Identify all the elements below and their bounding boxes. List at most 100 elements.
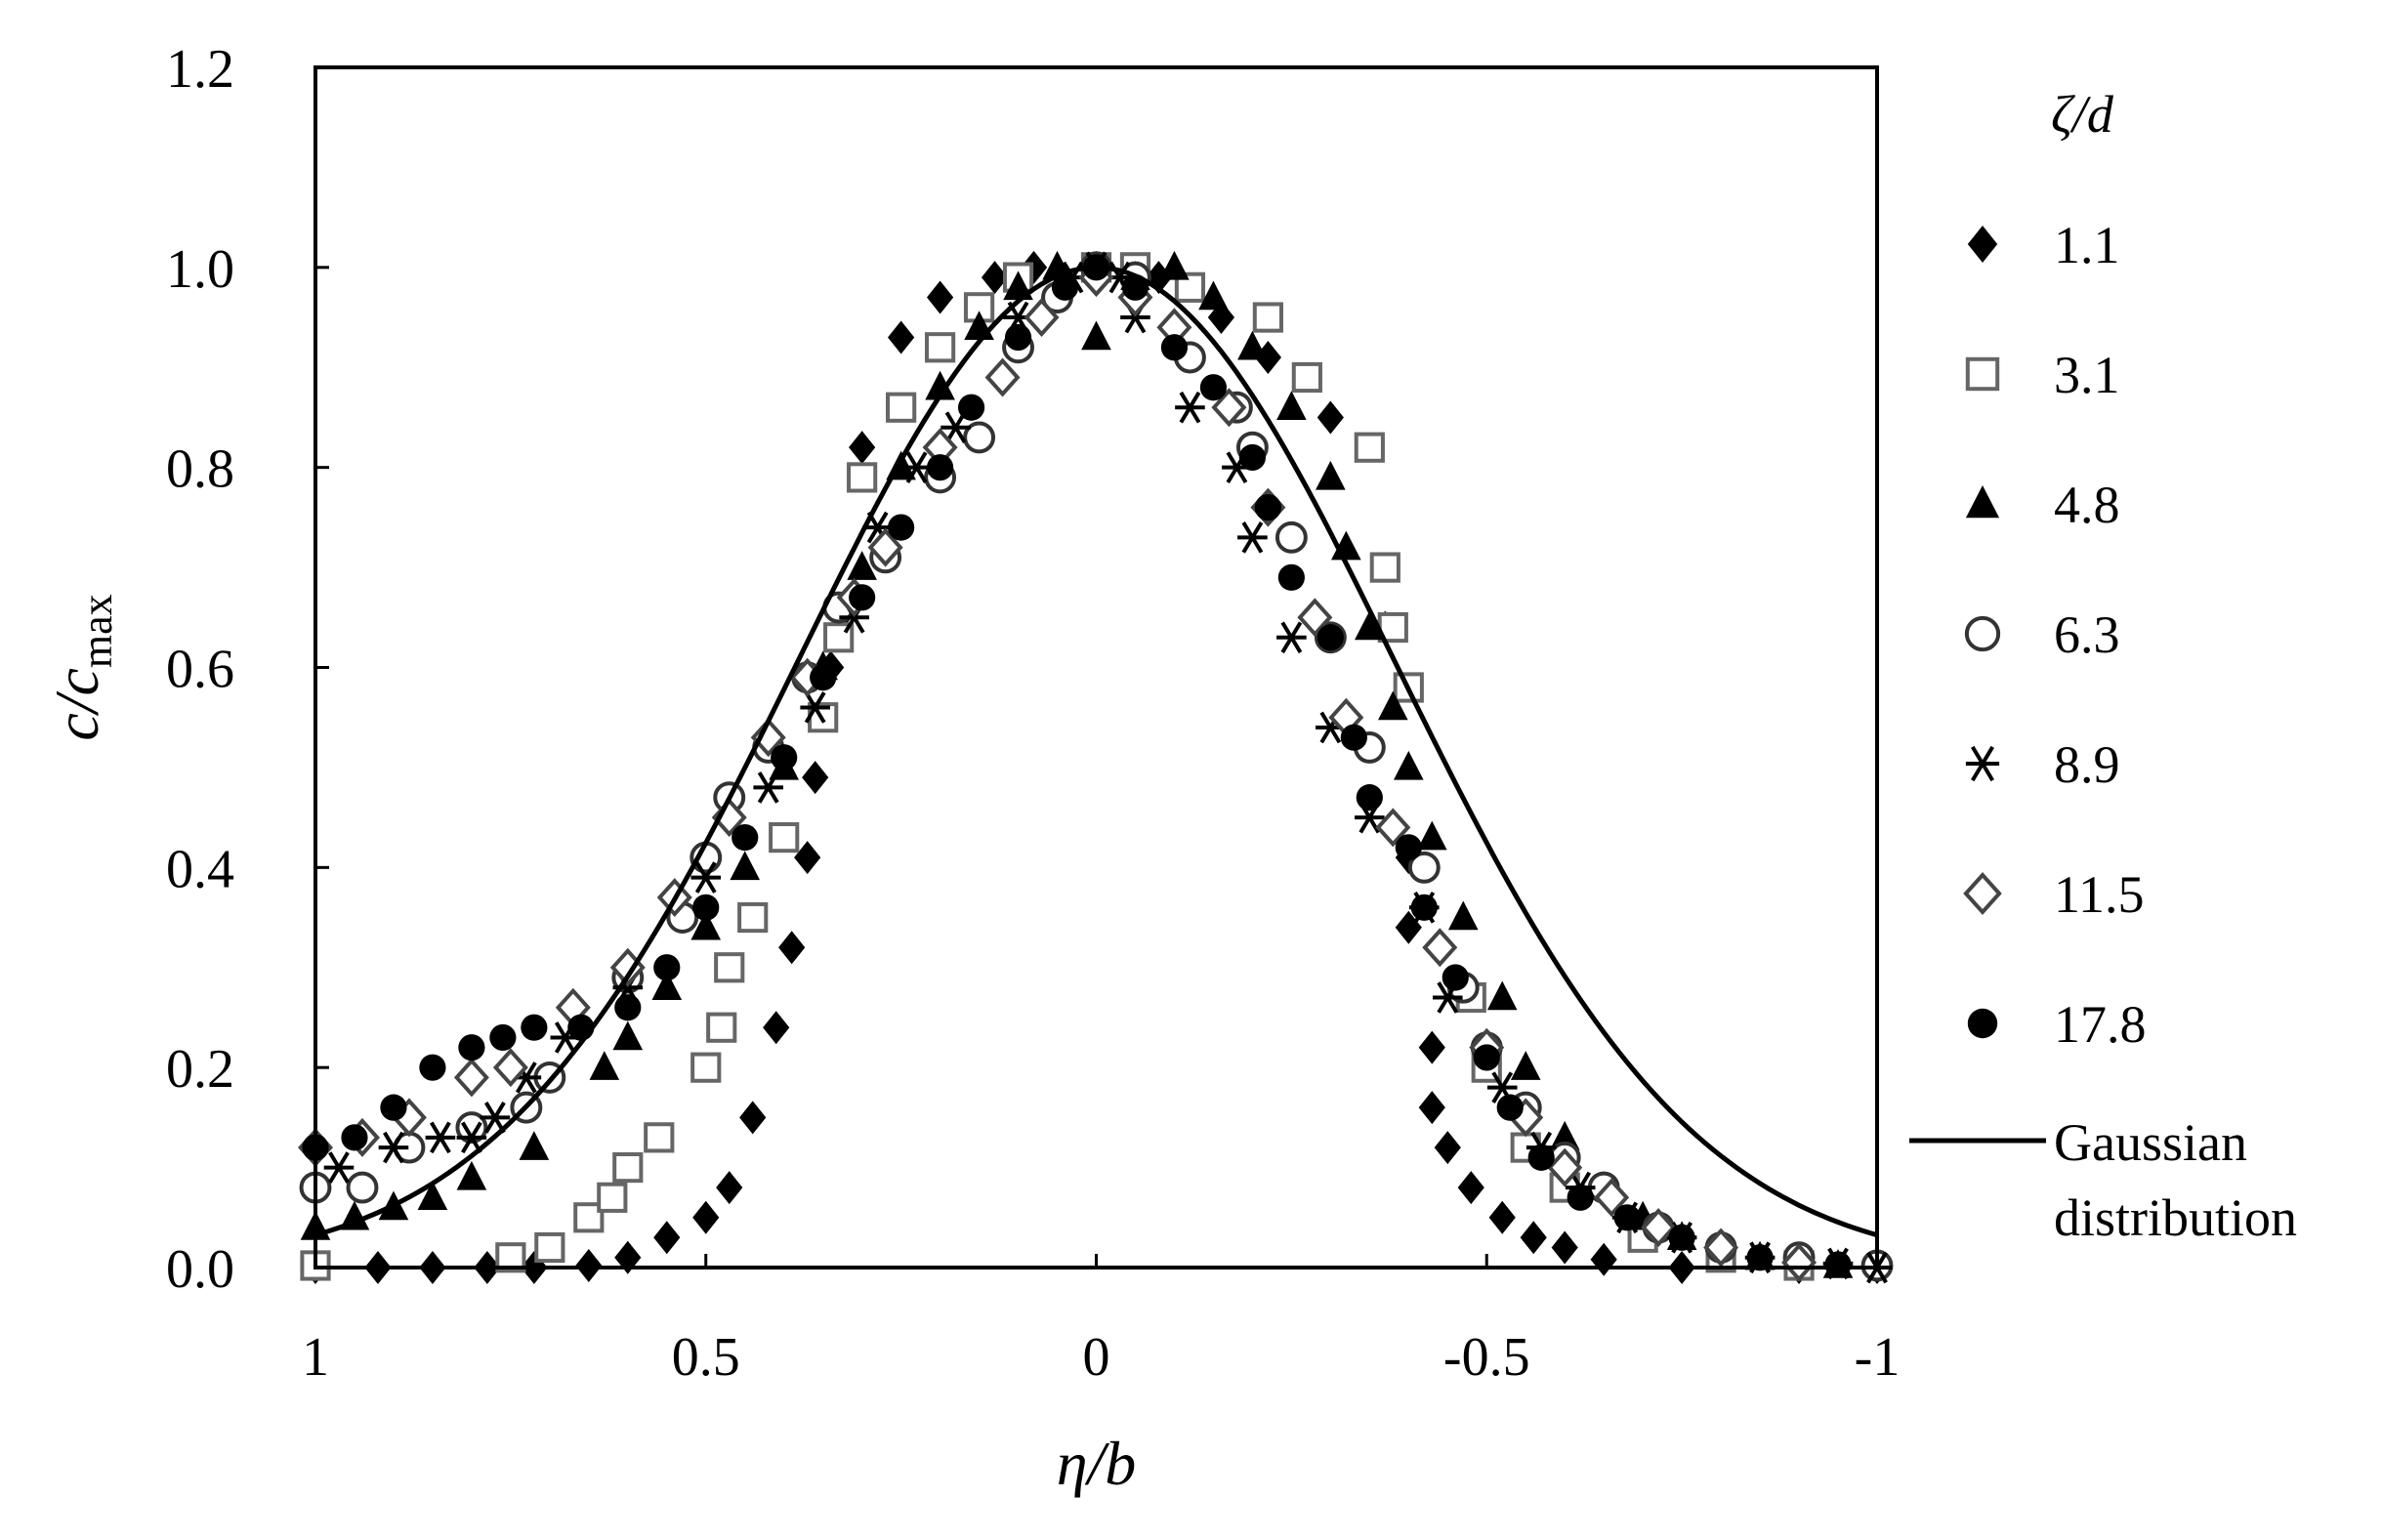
point-diamond-open — [453, 1058, 489, 1098]
point-circle-filled — [1824, 1251, 1852, 1278]
point-circle-filled — [1967, 1008, 1998, 1039]
point-star — [1276, 621, 1307, 654]
point-circle-filled — [1442, 964, 1469, 991]
point-star — [1965, 745, 2000, 782]
point-star — [378, 1131, 409, 1164]
point-star — [480, 1102, 511, 1134]
point-triangle-filled — [925, 370, 955, 400]
point-diamond-open — [1024, 298, 1060, 338]
point-diamond-open — [984, 357, 1021, 397]
point-circle-filled — [1496, 1094, 1524, 1121]
point-circle-filled — [489, 1023, 517, 1052]
point-circle-filled — [1613, 1204, 1641, 1231]
point-circle-open — [963, 421, 996, 454]
point-circle-open — [346, 1171, 379, 1204]
point-circle-filled — [614, 994, 642, 1021]
point-diamond-filled — [1418, 1091, 1445, 1125]
point-star — [1175, 391, 1205, 424]
x-tick-label: -1 — [1855, 1327, 1901, 1388]
point-square-open — [925, 332, 956, 363]
point-triangle-filled — [456, 1160, 487, 1190]
point-circle-filled — [1004, 323, 1032, 352]
point-star — [690, 861, 722, 894]
point-circle-open — [455, 1111, 488, 1145]
point-diamond-filled — [1434, 1131, 1461, 1165]
x-tick-label: 0.5 — [672, 1327, 740, 1388]
gaussian-curve — [314, 265, 1878, 1238]
point-triangle-filled — [1549, 1120, 1580, 1150]
point-circle-filled — [1238, 443, 1266, 472]
point-star — [323, 1151, 355, 1184]
point-star — [940, 411, 971, 444]
point-diamond-filled — [692, 1200, 720, 1234]
point-circle-filled — [1668, 1224, 1695, 1251]
point-triangle-filled — [1486, 980, 1518, 1011]
point-triangle-filled — [1355, 610, 1385, 641]
legend-item-gaussian: Gaussian distribution — [1909, 1113, 2297, 1247]
legend-label: 3.1 — [2054, 346, 2120, 404]
y-axis-label: c/cmax — [42, 594, 121, 740]
point-circle-filled — [1473, 1044, 1500, 1071]
point-triangle-filled — [730, 851, 761, 881]
point-circle-open — [1275, 520, 1308, 554]
point-square-open — [597, 1182, 628, 1213]
y-tick-label: 1.0 — [166, 239, 234, 300]
point-diamond-filled — [1457, 1171, 1484, 1205]
point-diamond-filled — [1488, 1200, 1516, 1234]
point-diamond-filled — [716, 1171, 743, 1205]
point-square-open — [847, 462, 878, 493]
point-diamond-open — [1963, 872, 2002, 915]
point-diamond-filled — [802, 761, 829, 795]
point-circle-filled — [458, 1034, 485, 1061]
legend-item: 8.9 — [1965, 735, 2120, 794]
point-triangle-filled — [1198, 280, 1229, 311]
point-square-open — [1965, 356, 2000, 392]
point-circle-filled — [1254, 494, 1281, 521]
point-circle-filled — [419, 1054, 446, 1081]
point-diamond-open — [1375, 808, 1411, 848]
point-diamond-filled — [653, 1221, 681, 1255]
point-circle-filled — [1527, 1144, 1555, 1171]
point-circle-filled — [1356, 784, 1383, 812]
point-diamond-open — [1422, 928, 1458, 968]
legend-label: 11.5 — [2054, 865, 2145, 924]
point-diamond-open — [867, 527, 903, 567]
y-tick-label: 0.8 — [166, 439, 234, 500]
point-diamond-open — [711, 798, 747, 838]
point-circle-filled — [1199, 374, 1228, 401]
legend-label: 6.3 — [2054, 605, 2120, 664]
point-diamond-filled — [1316, 400, 1344, 435]
point-star — [901, 451, 932, 483]
point-triangle-filled — [1394, 750, 1424, 780]
point-square-open — [690, 1052, 722, 1083]
point-diamond-filled — [778, 931, 806, 965]
point-circle-filled — [341, 1124, 368, 1151]
legend: 1.1 3.1 4.8 6.3 8.9 11.5 17.8 — [1963, 216, 2147, 1054]
point-diamond-filled — [763, 1011, 790, 1045]
legend-item: 6.3 — [1964, 605, 2120, 664]
point-diamond-open — [1703, 1228, 1739, 1268]
point-circle-filled — [1567, 1184, 1594, 1211]
legend-item: 17.8 — [1967, 995, 2147, 1054]
point-triangle-filled — [1316, 460, 1346, 490]
y-tick-label: 0.2 — [166, 1039, 234, 1100]
y-tick-label: 0.6 — [166, 640, 234, 700]
point-square-open — [737, 901, 769, 934]
point-circle-filled — [849, 584, 876, 611]
point-circle-filled — [1277, 563, 1305, 591]
point-star — [425, 1121, 456, 1154]
point-triangle-filled — [1237, 330, 1268, 360]
legend-item: 3.1 — [1965, 346, 2120, 404]
point-circle-filled — [1160, 334, 1189, 361]
point-diamond-open — [750, 718, 786, 758]
data-markers — [298, 250, 1894, 1284]
point-star — [753, 771, 784, 804]
legend-label: 8.9 — [2054, 735, 2120, 794]
point-triangle-filled — [1276, 391, 1307, 420]
point-square-open — [534, 1231, 565, 1264]
point-triangle-filled — [519, 1131, 550, 1160]
point-triangle-filled — [1965, 485, 2000, 519]
point-square-open — [714, 952, 745, 983]
point-square-open — [644, 1122, 675, 1153]
